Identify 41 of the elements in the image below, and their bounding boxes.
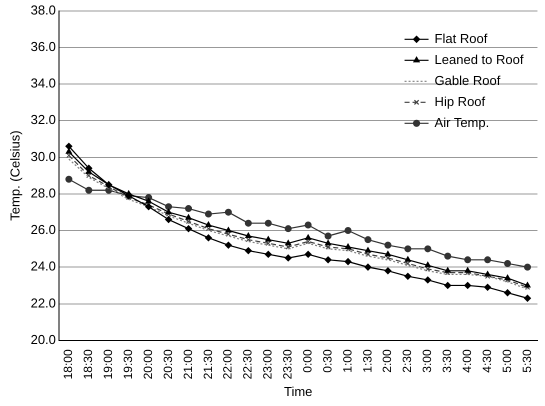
x-tick-label: 3:00 — [420, 349, 434, 373]
y-tick-label: 22.0 — [30, 295, 56, 310]
x-tick-label: 0:00 — [300, 349, 314, 373]
x-axis-title: Time — [284, 384, 312, 399]
x-tick-label: 2:00 — [380, 349, 394, 373]
x-tick-label: 3:30 — [440, 349, 454, 373]
x-tick-label: 1:00 — [340, 349, 354, 373]
x-tick-label: 18:30 — [81, 349, 96, 380]
x-tick-label: 21:00 — [180, 349, 195, 380]
y-tick-label: 24.0 — [30, 258, 56, 274]
legend-label: Leaned to Roof — [434, 52, 524, 67]
x-tick-label: 4:30 — [480, 349, 494, 373]
x-tick-label: 20:30 — [160, 349, 175, 380]
y-axis-title: Temp. (Celsius) — [7, 130, 22, 221]
y-tick-label: 30.0 — [30, 148, 56, 164]
y-tick-label: 38.0 — [30, 2, 56, 18]
x-tick-label: 5:30 — [520, 349, 534, 373]
x-tick-label: 19:00 — [101, 349, 116, 380]
x-tick-label: 23:30 — [280, 349, 295, 380]
x-tick-label: 23:00 — [260, 349, 275, 380]
legend-label: Gable Roof — [434, 72, 501, 88]
x-tick-label: 19:30 — [121, 349, 136, 380]
legend-label: Air Temp. — [434, 114, 490, 130]
y-tick-label: 36.0 — [30, 38, 56, 54]
x-tick-label: 18:00 — [61, 349, 76, 380]
x-tick-label: 1:30 — [360, 349, 374, 373]
x-tick-label: 4:00 — [460, 349, 474, 373]
y-tick-label: 34.0 — [30, 76, 56, 91]
x-tick-label: 5:00 — [500, 349, 514, 373]
y-tick-label: 20.0 — [30, 332, 56, 347]
x-tick-label: 2:30 — [400, 349, 414, 373]
y-tick-label: 28.0 — [30, 185, 56, 200]
x-tick-label: 21:30 — [200, 349, 215, 380]
y-tick-label: 32.0 — [30, 112, 56, 128]
y-tick-label: 26.0 — [30, 222, 56, 238]
x-tick-label: 20:00 — [140, 349, 155, 380]
legend-label: Hip Roof — [434, 94, 486, 109]
x-tick-label: 22:00 — [220, 349, 235, 380]
x-tick-label: 22:30 — [240, 349, 255, 380]
x-tick-label: 0:30 — [320, 349, 334, 373]
legend-label: Flat Roof — [434, 30, 488, 46]
